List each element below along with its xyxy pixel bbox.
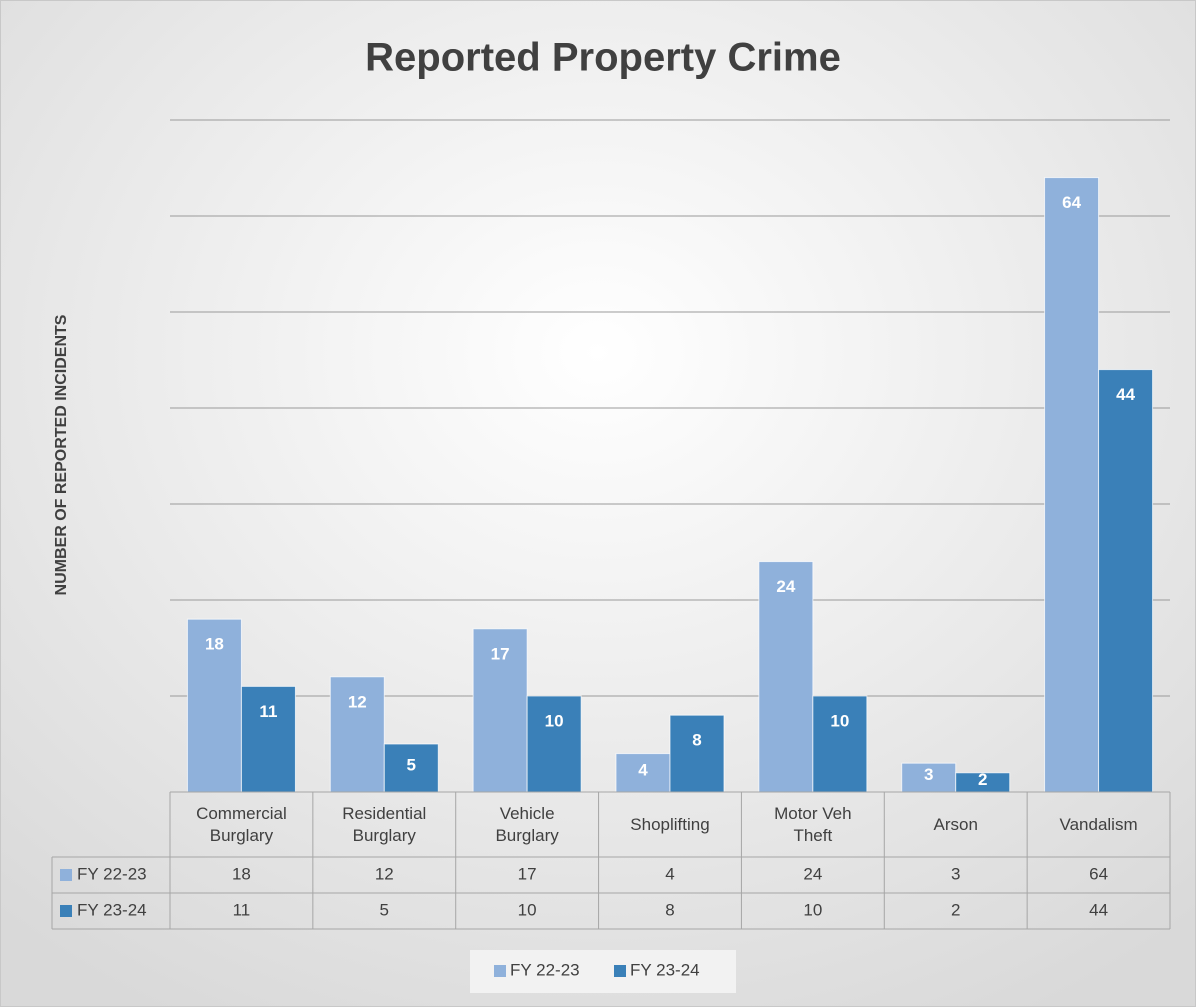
y-axis-label: NUMBER OF REPORTED INCIDENTS (53, 314, 70, 595)
bar (758, 561, 814, 793)
data-label: 18 (205, 635, 224, 654)
category-cell: Commercial Burglary (196, 803, 287, 845)
category-cell: Vandalism (1059, 814, 1138, 834)
legend-key (614, 965, 626, 977)
data-label: 5 (407, 755, 416, 774)
data-label: 10 (545, 711, 564, 730)
bar (901, 762, 957, 793)
table-value: 64 (1089, 864, 1108, 883)
legend-label: FY 22-23 (510, 960, 580, 979)
chart-title: Reported Property Crime (365, 36, 841, 80)
table-value: 8 (665, 900, 674, 919)
data-label: 12 (348, 692, 367, 711)
table-value: 3 (951, 864, 960, 883)
bar (240, 685, 296, 793)
table-value: 44 (1089, 900, 1108, 919)
table-value: 18 (232, 864, 251, 883)
bar (186, 618, 242, 793)
legend-label: FY 23-24 (630, 960, 700, 979)
bar (526, 695, 582, 793)
bar (1044, 177, 1100, 793)
data-label: 10 (830, 711, 849, 730)
legend-label: FY 23-24 (77, 900, 147, 919)
bar (669, 714, 725, 793)
x-tick-label: Vehicle Burglary (495, 803, 559, 845)
data-label: 2 (978, 770, 987, 789)
x-tick-label: Arson (933, 814, 978, 834)
x-tick-label: Shoplifting (630, 814, 710, 834)
table-value: 10 (803, 900, 822, 919)
x-tick-label: Motor Veh Theft (774, 803, 852, 845)
data-label: 24 (776, 577, 795, 596)
category-cell: Motor Veh Theft (774, 803, 852, 845)
data-label: 4 (638, 760, 648, 779)
table-value: 2 (951, 900, 960, 919)
legend-box (470, 950, 736, 993)
category-cell: Shoplifting (630, 814, 710, 834)
table-value: 4 (665, 864, 674, 883)
table-value: 5 (380, 900, 389, 919)
category-cell: Vehicle Burglary (495, 803, 559, 845)
data-label: 11 (259, 702, 277, 721)
table-value: 10 (518, 900, 537, 919)
legend-key (60, 869, 72, 881)
data-label: 17 (491, 644, 510, 663)
x-tick-label: Residential Burglary (342, 803, 427, 845)
data-label: 8 (692, 731, 701, 750)
table-value: 17 (518, 864, 537, 883)
bar (329, 676, 385, 793)
category-cell: Arson (933, 814, 978, 834)
x-tick-label: Commercial Burglary (196, 803, 287, 845)
category-cell: Residential Burglary (342, 803, 427, 845)
bar (1098, 369, 1154, 793)
legend-label: FY 22-23 (77, 864, 147, 883)
data-label: 64 (1062, 193, 1081, 212)
data-label: 3 (924, 765, 933, 784)
x-tick-label: Vandalism (1059, 814, 1138, 834)
table-value: 12 (375, 864, 394, 883)
table-value: 11 (233, 900, 251, 919)
bar (812, 695, 868, 793)
legend-key (494, 965, 506, 977)
legend-key (60, 905, 72, 917)
bar (383, 743, 439, 793)
data-label: 44 (1116, 385, 1135, 404)
table-value: 24 (803, 864, 822, 883)
